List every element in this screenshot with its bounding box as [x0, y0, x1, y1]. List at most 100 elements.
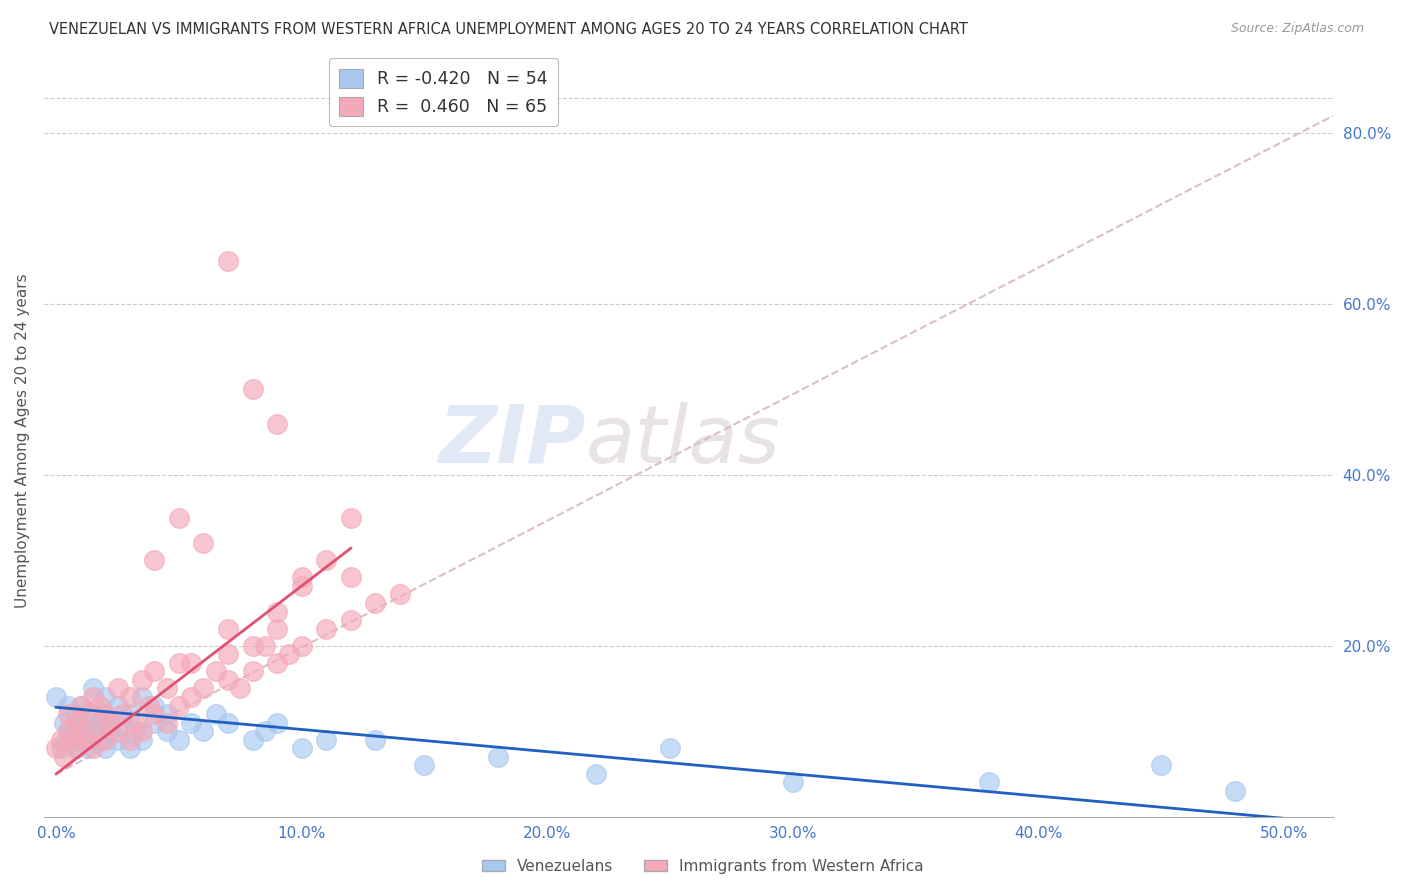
- Point: [413, 758, 436, 772]
- Point: [82, 690, 104, 704]
- Point: [89, 698, 111, 713]
- Point: [62, 732, 84, 747]
- Point: [138, 698, 160, 713]
- Point: [69, 732, 91, 747]
- Point: [217, 715, 239, 730]
- Point: [242, 732, 264, 747]
- Point: [1223, 784, 1246, 798]
- Point: [75, 732, 97, 747]
- Point: [585, 767, 607, 781]
- Point: [143, 715, 166, 730]
- Point: [52, 749, 75, 764]
- Point: [658, 741, 681, 756]
- Point: [65, 741, 87, 756]
- Point: [82, 707, 104, 722]
- Point: [69, 698, 91, 713]
- Point: [266, 417, 288, 431]
- Point: [266, 715, 288, 730]
- Point: [124, 715, 146, 730]
- Text: atlas: atlas: [585, 401, 780, 480]
- Point: [217, 673, 239, 687]
- Legend: R = -0.420   N = 54, R =  0.460   N = 65: R = -0.420 N = 54, R = 0.460 N = 65: [329, 58, 558, 127]
- Point: [217, 647, 239, 661]
- Point: [62, 732, 84, 747]
- Point: [180, 656, 202, 670]
- Text: Source: ZipAtlas.com: Source: ZipAtlas.com: [1230, 22, 1364, 36]
- Point: [977, 775, 1000, 789]
- Point: [486, 749, 509, 764]
- Point: [65, 715, 87, 730]
- Point: [118, 732, 141, 747]
- Point: [77, 741, 100, 756]
- Point: [111, 715, 134, 730]
- Point: [364, 596, 387, 610]
- Point: [77, 707, 100, 722]
- Point: [167, 732, 190, 747]
- Point: [180, 715, 202, 730]
- Point: [107, 724, 129, 739]
- Point: [131, 732, 153, 747]
- Point: [339, 570, 361, 584]
- Point: [291, 639, 314, 653]
- Point: [107, 681, 129, 696]
- Point: [98, 724, 121, 739]
- Point: [156, 707, 179, 722]
- Point: [131, 673, 153, 687]
- Point: [131, 724, 153, 739]
- Point: [87, 724, 110, 739]
- Point: [49, 741, 72, 756]
- Point: [118, 690, 141, 704]
- Point: [253, 639, 276, 653]
- Point: [1150, 758, 1173, 772]
- Point: [364, 732, 387, 747]
- Point: [156, 681, 179, 696]
- Point: [156, 715, 179, 730]
- Point: [315, 622, 337, 636]
- Point: [315, 553, 337, 567]
- Point: [291, 741, 314, 756]
- Point: [339, 613, 361, 627]
- Point: [143, 665, 166, 679]
- Point: [111, 707, 134, 722]
- Point: [69, 698, 91, 713]
- Point: [124, 724, 146, 739]
- Point: [291, 579, 314, 593]
- Point: [58, 698, 80, 713]
- Point: [94, 732, 117, 747]
- Point: [339, 510, 361, 524]
- Legend: Venezuelans, Immigrants from Western Africa: Venezuelans, Immigrants from Western Afr…: [477, 853, 929, 880]
- Point: [193, 681, 215, 696]
- Point: [193, 724, 215, 739]
- Text: ZIP: ZIP: [437, 401, 585, 480]
- Point: [118, 707, 141, 722]
- Point: [58, 724, 80, 739]
- Point: [143, 707, 166, 722]
- Point: [67, 724, 90, 739]
- Point: [266, 656, 288, 670]
- Point: [253, 724, 276, 739]
- Point: [782, 775, 804, 789]
- Point: [167, 510, 190, 524]
- Point: [315, 732, 337, 747]
- Point: [82, 724, 104, 739]
- Point: [167, 656, 190, 670]
- Point: [58, 724, 80, 739]
- Point: [94, 707, 117, 722]
- Point: [52, 715, 75, 730]
- Point: [242, 383, 264, 397]
- Point: [156, 724, 179, 739]
- Point: [82, 741, 104, 756]
- Point: [49, 732, 72, 747]
- Point: [242, 639, 264, 653]
- Point: [131, 690, 153, 704]
- Y-axis label: Unemployment Among Ages 20 to 24 years: Unemployment Among Ages 20 to 24 years: [15, 273, 30, 608]
- Point: [217, 254, 239, 268]
- Point: [58, 707, 80, 722]
- Point: [94, 707, 117, 722]
- Point: [266, 605, 288, 619]
- Point: [143, 698, 166, 713]
- Point: [118, 741, 141, 756]
- Point: [75, 715, 97, 730]
- Point: [291, 570, 314, 584]
- Point: [98, 715, 121, 730]
